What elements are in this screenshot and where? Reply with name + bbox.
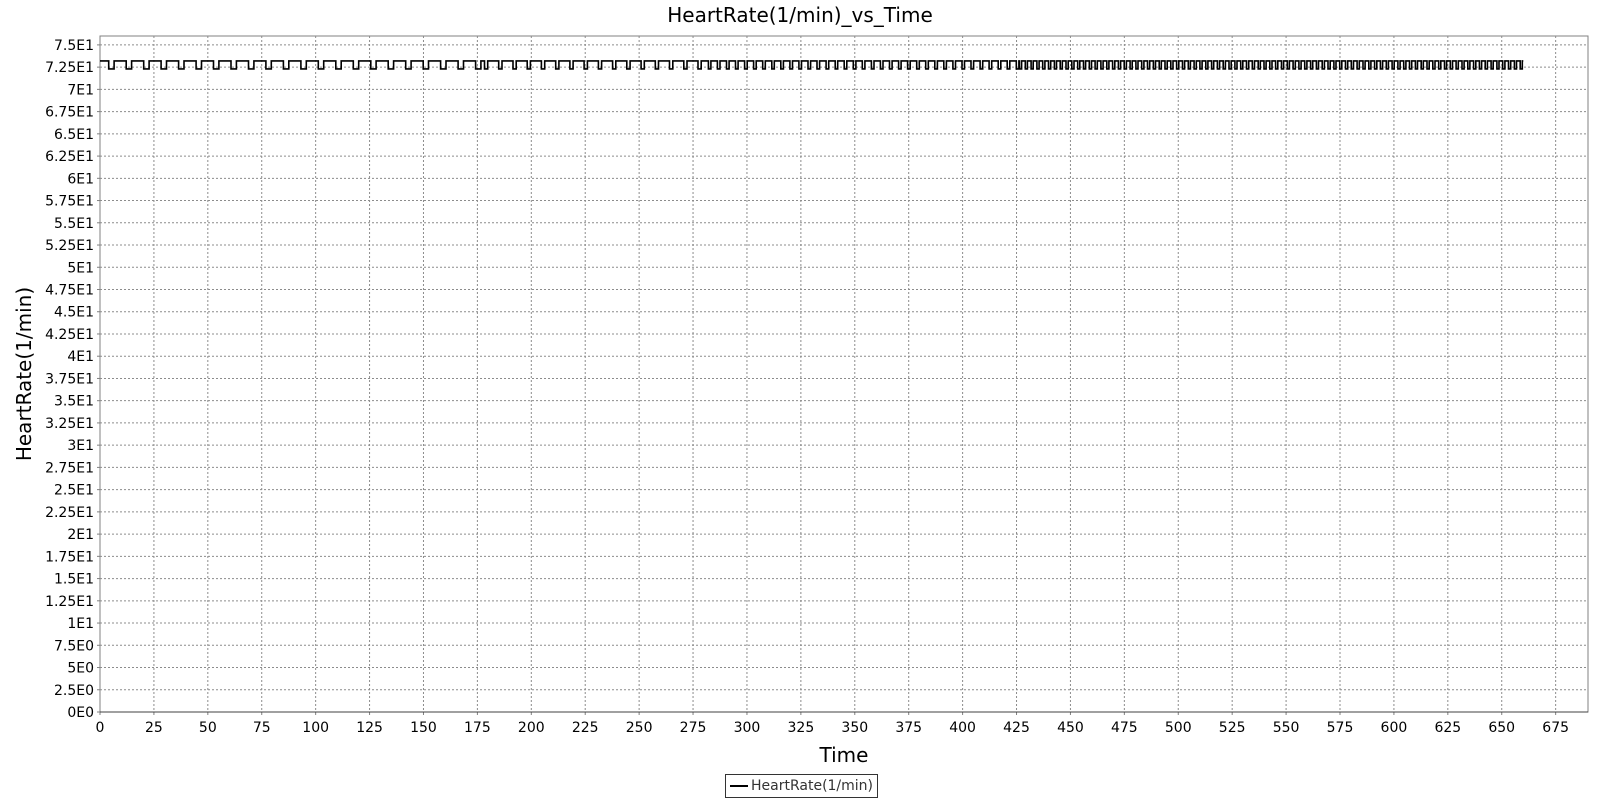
- x-axis-title: Time: [819, 743, 869, 767]
- x-tick-label: 650: [1488, 720, 1515, 736]
- y-tick-label: 5.5E1: [54, 216, 94, 232]
- x-tick-label: 250: [626, 720, 653, 736]
- plot-area: [99, 35, 1589, 713]
- x-tick-label: 25: [145, 720, 163, 736]
- x-tick-label: 100: [302, 720, 329, 736]
- y-tick-label: 7E1: [67, 82, 94, 98]
- legend-label: HeartRate(1/min): [751, 778, 874, 794]
- x-tick-label: 550: [1273, 720, 1300, 736]
- y-tick-label: 2.75E1: [45, 460, 94, 476]
- x-tick-label: 50: [199, 720, 217, 736]
- chart-title: HeartRate(1/min)_vs_Time: [667, 3, 933, 27]
- x-tick-label: 425: [1003, 720, 1030, 736]
- y-tick-label: 2E1: [67, 527, 94, 543]
- y-tick-label: 6E1: [67, 171, 94, 187]
- y-tick-label: 5E1: [67, 260, 94, 276]
- y-tick-label: 3.5E1: [54, 394, 94, 410]
- y-tick-label: 7.5E0: [54, 638, 94, 654]
- series-layer: [100, 60, 1524, 70]
- x-tick-label: 675: [1542, 720, 1569, 736]
- x-tick-label: 175: [464, 720, 491, 736]
- x-tick-label: 500: [1165, 720, 1192, 736]
- x-tick-label: 0: [96, 720, 105, 736]
- y-axis-title: HeartRate(1/min): [12, 287, 36, 461]
- x-tick-label: 225: [572, 720, 599, 736]
- y-axis-ticks: 0E0 2.5E0 5E0 7.5E0 1E1 1.25E1 1.5E1 1.75E1 2E1 2…: [45, 38, 100, 721]
- y-tick-label: 4E1: [67, 349, 94, 365]
- x-tick-label: 525: [1219, 720, 1246, 736]
- x-tick-label: 325: [788, 720, 815, 736]
- legend: HeartRate(1/min): [725, 774, 879, 798]
- x-tick-label: 475: [1111, 720, 1138, 736]
- y-tick-label: 5.25E1: [45, 238, 94, 254]
- x-tick-label: 600: [1381, 720, 1408, 736]
- y-tick-label: 2.25E1: [45, 505, 94, 521]
- x-tick-label: 625: [1434, 720, 1461, 736]
- y-tick-label: 2.5E0: [54, 683, 94, 699]
- x-tick-label: 400: [949, 720, 976, 736]
- y-tick-label: 6.25E1: [45, 149, 94, 165]
- x-tick-label: 575: [1327, 720, 1354, 736]
- y-tick-label: 6.75E1: [45, 105, 94, 121]
- y-tick-label: 1.5E1: [54, 572, 94, 588]
- x-axis-ticks: 0 25 50 75 100 125 150 175 200 225 250 275 300 325 350…: [96, 712, 1569, 736]
- y-tick-label: 3.25E1: [45, 416, 94, 432]
- y-tick-label: 4.75E1: [45, 283, 94, 299]
- y-tick-label: 3.75E1: [45, 371, 94, 387]
- x-tick-label: 125: [356, 720, 383, 736]
- x-tick-label: 300: [734, 720, 761, 736]
- y-tick-label: 1E1: [67, 616, 94, 632]
- x-tick-label: 75: [253, 720, 271, 736]
- x-tick-label: 450: [1057, 720, 1084, 736]
- y-tick-label: 1.25E1: [45, 594, 94, 610]
- y-tick-label: 4.25E1: [45, 327, 94, 343]
- series-line: [100, 60, 1524, 70]
- y-tick-label: 4.5E1: [54, 305, 94, 321]
- y-tick-label: 6.5E1: [54, 127, 94, 143]
- legend-swatch: [730, 785, 748, 787]
- x-tick-label: 375: [895, 720, 922, 736]
- x-tick-label: 275: [680, 720, 707, 736]
- y-tick-label: 7.5E1: [54, 38, 94, 54]
- y-tick-label: 3E1: [67, 438, 94, 454]
- y-tick-label: 0E0: [67, 705, 94, 721]
- grid-lines: [100, 36, 1588, 712]
- x-tick-label: 150: [410, 720, 437, 736]
- y-tick-label: 7.25E1: [45, 60, 94, 76]
- y-tick-label: 1.75E1: [45, 549, 94, 565]
- x-tick-label: 200: [518, 720, 545, 736]
- y-tick-label: 5E0: [67, 661, 94, 677]
- y-tick-label: 5.75E1: [45, 194, 94, 210]
- y-tick-label: 2.5E1: [54, 483, 94, 499]
- x-tick-label: 350: [841, 720, 868, 736]
